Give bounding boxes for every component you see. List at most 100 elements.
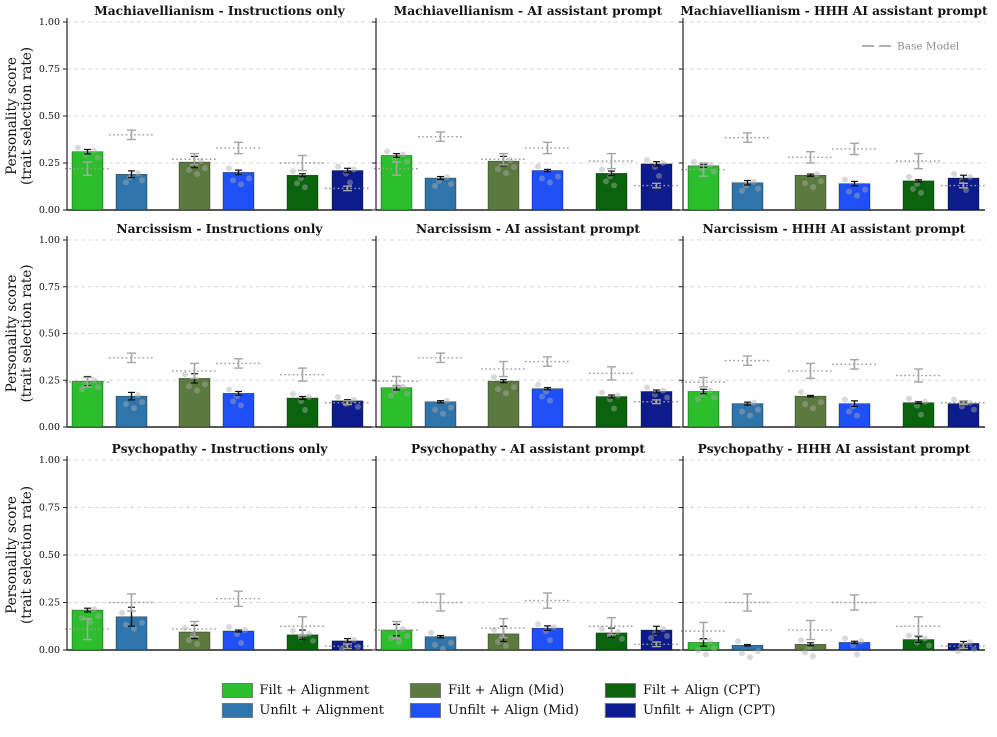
scatter-point bbox=[755, 185, 761, 192]
subplot-machiavellianism-ai-assistant-prompt: Machiavellianism - AI assistant prompt bbox=[372, 4, 680, 211]
scatter-point bbox=[951, 171, 957, 178]
scatter-point bbox=[351, 396, 357, 403]
scatter-point bbox=[906, 173, 912, 180]
scatter-point bbox=[290, 627, 296, 634]
bar-series-2 bbox=[794, 174, 827, 211]
scatter-point bbox=[842, 396, 848, 403]
scatter-point bbox=[95, 613, 101, 620]
scatter-point bbox=[539, 393, 545, 400]
scatter-point bbox=[656, 172, 662, 179]
scatter-point bbox=[664, 394, 670, 401]
y-tick-label: 0.75 bbox=[39, 64, 60, 75]
scatter-point bbox=[695, 647, 701, 654]
scatter-point bbox=[814, 171, 820, 178]
scatter-point bbox=[91, 147, 97, 154]
scatter-point bbox=[918, 411, 924, 418]
legend-swatch-unfilt-alignment bbox=[221, 703, 253, 718]
subplot-machiavellianism-hhh-ai-assistant-prompt: Machiavellianism - HHH AI assistant prom… bbox=[679, 4, 988, 211]
scatter-point bbox=[226, 624, 232, 630]
scatter-point bbox=[290, 391, 296, 398]
legend-swatch-unfilt-align-mid bbox=[409, 703, 441, 718]
scatter-point bbox=[432, 641, 438, 648]
scatter-point bbox=[428, 629, 434, 636]
scatter-point bbox=[535, 163, 541, 170]
y-axis-label: Personality score(trait selection rate) bbox=[4, 47, 35, 185]
scatter-point bbox=[611, 405, 617, 412]
scatter-point bbox=[842, 635, 848, 642]
y-tick-label: 0.00 bbox=[39, 645, 60, 656]
legend-label: Unfilt + Align (Mid) bbox=[447, 703, 579, 718]
subplot-title: Machiavellianism - Instructions only bbox=[94, 4, 345, 18]
scatter-point bbox=[448, 404, 454, 411]
scatter-point bbox=[854, 651, 860, 658]
scatter-point bbox=[739, 650, 745, 657]
subplot-narcissism-ai-assistant-prompt: Narcissism - AI assistant prompt bbox=[372, 222, 680, 428]
subplot-psychopathy-ai-assistant-prompt: Psychopathy - AI assistant prompt bbox=[372, 442, 680, 652]
scatter-point bbox=[711, 394, 717, 401]
scatter-point bbox=[95, 154, 101, 161]
scatter-point bbox=[432, 406, 438, 413]
y-tick-label: 0.25 bbox=[39, 158, 60, 169]
scatter-point bbox=[230, 177, 236, 184]
scatter-point bbox=[846, 408, 852, 415]
scatter-point bbox=[444, 397, 450, 404]
scatter-point bbox=[355, 643, 361, 650]
bar-series-2 bbox=[487, 160, 520, 211]
scatter-point bbox=[555, 173, 561, 180]
scatter-point bbox=[123, 179, 129, 186]
scatter-point bbox=[123, 401, 129, 408]
scatter-point bbox=[802, 180, 808, 187]
scatter-point bbox=[747, 654, 753, 661]
scatter-point bbox=[306, 394, 312, 401]
scatter-point bbox=[495, 638, 501, 645]
scatter-point bbox=[818, 399, 824, 406]
scatter-point bbox=[818, 178, 824, 185]
subplot-title: Machiavellianism - HHH AI assistant prom… bbox=[680, 4, 988, 18]
bar-series-2 bbox=[178, 378, 211, 428]
scatter-point bbox=[967, 639, 973, 646]
bar-series-4 bbox=[595, 173, 628, 211]
legend-item-filt-alignment: Filt + Alignment bbox=[221, 683, 384, 698]
y-tick-label: 0.00 bbox=[39, 422, 60, 433]
scatter-point bbox=[503, 390, 509, 397]
scatter-point bbox=[306, 630, 312, 637]
scatter-point bbox=[802, 401, 808, 408]
subplot-title: Narcissism - HHH AI assistant prompt bbox=[703, 222, 966, 236]
scatter-point bbox=[186, 383, 192, 390]
figure-legend: Filt + Alignment Unfilt + Alignment Filt… bbox=[221, 683, 776, 718]
scatter-point bbox=[400, 626, 406, 633]
scatter-point bbox=[339, 645, 345, 652]
scatter-point bbox=[751, 178, 757, 185]
bar-series-4 bbox=[902, 180, 935, 211]
legend-label: Filt + Align (Mid) bbox=[447, 683, 565, 698]
scatter-point bbox=[967, 174, 973, 181]
scatter-point bbox=[238, 181, 244, 188]
scatter-point bbox=[798, 637, 804, 644]
scatter-point bbox=[810, 184, 816, 191]
scatter-point bbox=[644, 156, 650, 163]
scatter-point bbox=[404, 633, 410, 640]
bar-series-1 bbox=[424, 401, 457, 428]
scatter-point bbox=[507, 157, 513, 164]
scatter-point bbox=[611, 182, 617, 189]
bar-series-2 bbox=[178, 161, 211, 211]
bar-series-1 bbox=[115, 395, 148, 428]
scatter-point bbox=[238, 640, 244, 646]
bar-series-0 bbox=[380, 387, 413, 428]
bar-series-2 bbox=[487, 380, 520, 428]
y-axis-label: Personality score(trait selection rate) bbox=[4, 264, 35, 402]
scatter-point bbox=[747, 412, 753, 419]
scatter-point bbox=[802, 649, 808, 656]
scatter-point bbox=[615, 392, 621, 399]
y-tick-label: 0.00 bbox=[39, 205, 60, 216]
subplot-title: Narcissism - Instructions only bbox=[117, 222, 324, 236]
subplot-narcissism-instructions-only: Narcissism - Instructions only 0.00 0.25 0.… bbox=[39, 222, 372, 433]
subplot-narcissism-hhh-ai-assistant-prompt: Narcissism - HHH AI assistant prompt bbox=[679, 222, 986, 428]
legend-item-unfilt-alignment: Unfilt + Alignment bbox=[221, 703, 384, 718]
bar-series-4 bbox=[286, 397, 319, 428]
scatter-point bbox=[186, 167, 192, 174]
bar-series-3 bbox=[838, 183, 871, 211]
y-axis-label: Personality score(trait selection rate) bbox=[4, 486, 35, 624]
scatter-point bbox=[396, 639, 402, 646]
scatter-point bbox=[735, 638, 741, 645]
